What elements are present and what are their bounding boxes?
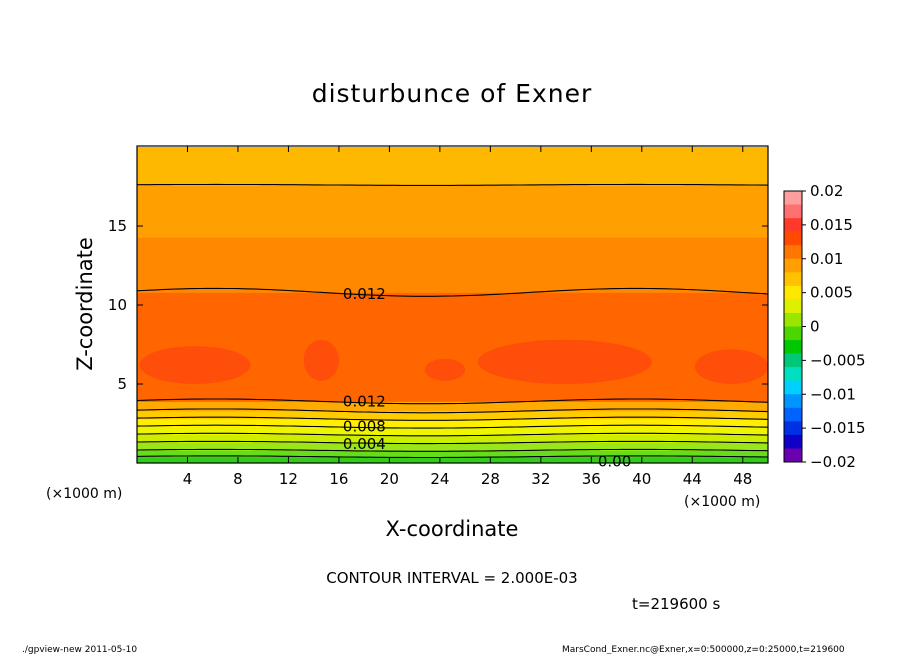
colorbar-segment-11 xyxy=(784,340,802,354)
colorbar-label-5: −0.005 xyxy=(810,351,866,369)
contour-label-1: 0.012 xyxy=(343,392,386,410)
y-tick-label-0: 5 xyxy=(117,375,127,393)
x-tick-label-9: 40 xyxy=(632,470,651,488)
colorbar-segment-15 xyxy=(784,394,802,409)
colorbar-segment-17 xyxy=(784,421,802,436)
colorbar-segment-1 xyxy=(784,204,802,219)
contour-interval-text: CONTOUR INTERVAL = 2.000E-03 xyxy=(326,569,577,587)
colorbar-segment-10 xyxy=(784,326,802,341)
x-tick-label-7: 32 xyxy=(531,470,550,488)
band-9 xyxy=(137,237,768,293)
y-tick-label-2: 15 xyxy=(108,217,127,235)
chart-title: disturbunce of Exner xyxy=(312,79,593,108)
y-axis-label: Z-coordinate xyxy=(73,237,97,371)
x-axis-ticks: 4 8 12 16 20 24 28 32 36 40 44 48 xyxy=(183,146,752,488)
colorbar-segment-14 xyxy=(784,380,802,395)
time-text: t=219600 s xyxy=(632,595,720,613)
band-10 xyxy=(137,184,768,238)
contour-label-3: 0.004 xyxy=(343,435,386,453)
colorbar-label-3: 0.005 xyxy=(810,284,853,302)
high-region-2 xyxy=(424,358,466,381)
x-tick-label-0: 4 xyxy=(183,470,193,488)
contour-line-2 xyxy=(137,440,768,445)
band-11 xyxy=(137,147,768,186)
colorbar-label-0: 0.02 xyxy=(810,182,843,200)
contour-label-4: 0.00 xyxy=(598,452,631,470)
contour-line-3 xyxy=(137,432,768,437)
x-tick-label-10: 44 xyxy=(683,470,702,488)
high-region-1 xyxy=(303,339,339,381)
colorbar-segment-18 xyxy=(784,434,802,449)
contour-line-8 xyxy=(137,287,768,297)
y-axis-ticks: 5 10 15 xyxy=(108,217,768,393)
band-3 xyxy=(137,434,768,443)
colorbar-segment-3 xyxy=(784,231,802,246)
band-2 xyxy=(137,442,768,451)
contour-lines xyxy=(137,183,768,459)
contour-line-1 xyxy=(137,448,768,452)
x-unit-left: (×1000 m) xyxy=(46,486,122,502)
footer-right: MarsCond_Exner.nc@Exner,x=0:500000,z=0:2… xyxy=(562,645,845,654)
x-tick-label-2: 12 xyxy=(279,470,298,488)
band-6 xyxy=(137,410,768,420)
colorbar-segment-16 xyxy=(784,407,802,422)
colorbar-segment-13 xyxy=(784,367,802,381)
band-1 xyxy=(137,450,768,458)
contour-line-7 xyxy=(137,398,768,405)
contour-label-2: 0.008 xyxy=(343,418,386,436)
x-tick-label-4: 20 xyxy=(380,470,399,488)
band-5 xyxy=(137,418,768,428)
band-0 xyxy=(137,456,768,463)
x-unit-right: (×1000 m) xyxy=(684,494,760,510)
x-axis-label: X-coordinate xyxy=(386,517,519,541)
contour-line-0 xyxy=(137,455,768,459)
colorbar-segment-19 xyxy=(784,448,802,463)
footer-left: ./gpview-new 2011-05-10 xyxy=(22,645,137,654)
colorbar-segment-7 xyxy=(784,285,802,300)
high-value-regions xyxy=(139,339,768,384)
colorbar-segment-0 xyxy=(784,191,802,205)
band-8 xyxy=(137,292,768,402)
x-tick-label-5: 24 xyxy=(430,470,449,488)
contour-line-4 xyxy=(137,424,768,429)
high-region-4 xyxy=(694,349,768,384)
x-tick-label-6: 28 xyxy=(481,470,500,488)
colorbar-segment-4 xyxy=(784,245,802,260)
colorbar-label-6: −0.01 xyxy=(810,385,856,403)
colorbar-segment-6 xyxy=(784,272,802,287)
x-tick-label-1: 8 xyxy=(233,470,243,488)
band-4 xyxy=(137,426,768,436)
contour-line-5 xyxy=(137,416,768,421)
high-region-0 xyxy=(139,346,251,384)
x-tick-label-11: 48 xyxy=(733,470,752,488)
x-tick-label-8: 36 xyxy=(582,470,601,488)
band-7 xyxy=(137,401,768,412)
contour-label-0: 0.012 xyxy=(343,285,386,303)
x-tick-label-3: 16 xyxy=(329,470,348,488)
colorbar-segment-5 xyxy=(784,258,802,273)
colorbar: 0.02 0.015 0.01 0.005 0 −0.005 −0.01 −0.015 −0.0… xyxy=(783,182,866,471)
colorbar-segment-2 xyxy=(784,218,802,232)
y-tick-label-1: 10 xyxy=(108,296,127,314)
colorbar-segment-12 xyxy=(784,353,802,368)
colorbar-label-2: 0.01 xyxy=(810,250,843,268)
high-region-3 xyxy=(477,339,652,384)
colorbar-label-1: 0.015 xyxy=(810,216,853,234)
colorbar-label-7: −0.015 xyxy=(810,419,866,437)
contour-line-6 xyxy=(137,408,768,414)
colorbar-segment-9 xyxy=(784,312,802,327)
colorbar-segment-8 xyxy=(784,299,802,314)
contour-line-9 xyxy=(137,183,768,186)
colorbar-label-8: −0.02 xyxy=(810,453,856,471)
color-bands xyxy=(137,147,768,463)
colorbar-label-4: 0 xyxy=(810,318,820,336)
